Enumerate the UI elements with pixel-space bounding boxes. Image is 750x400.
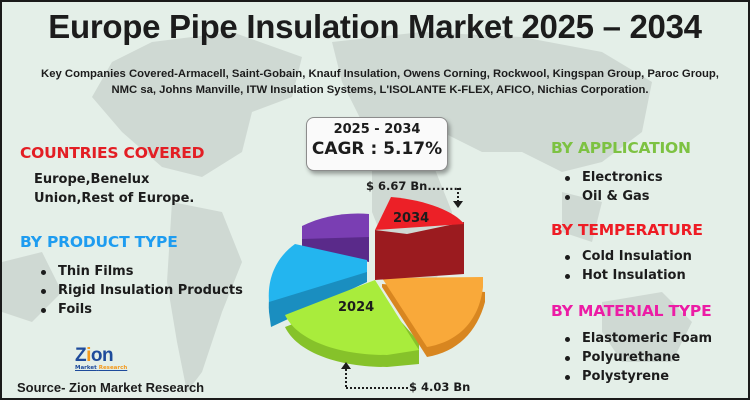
countries-line-1: Europe,Benelux [34,172,150,187]
countries-list: Europe,Benelux Union,Rest of Europe. [34,170,194,208]
list-item: Foils [38,300,243,319]
arrow-down-icon [453,188,463,208]
product-type-list: Thin Films Rigid Insulation Products Foi… [38,262,243,319]
list-item: Rigid Insulation Products [38,281,243,300]
value-2034-label: $ 6.67 Bn........ [366,179,463,193]
temperature-list: Cold Insulation Hot Insulation [562,247,692,285]
countries-line-2: Union,Rest of Europe. [34,191,195,206]
key-companies-text: Key Companies Covered-Armacell, Saint-Go… [41,68,719,96]
list-item: Polyurethane [562,348,712,367]
list-item: Thin Films [38,262,243,281]
pie-label-2024: 2024 [338,300,375,315]
cagr-box: 2025 - 2034 CAGR : 5.17% [306,117,448,171]
list-item: Hot Insulation [562,266,692,285]
logo-subtitle: Market Research [75,365,128,371]
application-list: Electronics Oil & Gas [562,168,663,206]
cagr-period: 2025 - 2034 [333,122,421,137]
page-title: Europe Pipe Insulation Market 2025 – 203… [48,8,702,45]
countries-covered-heading: COUNTRIES COVERED [20,144,205,162]
list-item: Oil & Gas [562,187,663,206]
cagr-value: CAGR : 5.17% [311,139,443,159]
list-item: Cold Insulation [562,247,692,266]
logo-wordmark: Zion [75,345,114,366]
material-type-heading: BY MATERIAL TYPE [551,302,712,320]
material-type-list: Elastomeric Foam Polyurethane Polystyren… [562,329,712,386]
list-item: Polystyrene [562,367,712,386]
application-heading: BY APPLICATION [551,139,691,157]
value-2034-text: $ 6.67 Bn [366,179,428,193]
product-type-heading: BY PRODUCT TYPE [20,233,178,251]
source-text: Source- Zion Market Research [17,380,205,395]
zion-logo: Zion Market Research [75,345,131,375]
value-2024-label: $ 4.03 Bn [409,380,471,394]
list-item: Electronics [562,168,663,187]
list-item: Elastomeric Foam [562,329,712,348]
temperature-heading: BY TEMPERATURE [551,221,703,239]
pie-chart [268,197,485,367]
pie-label-2034: 2034 [393,211,430,226]
arrow-up-icon [341,362,408,389]
